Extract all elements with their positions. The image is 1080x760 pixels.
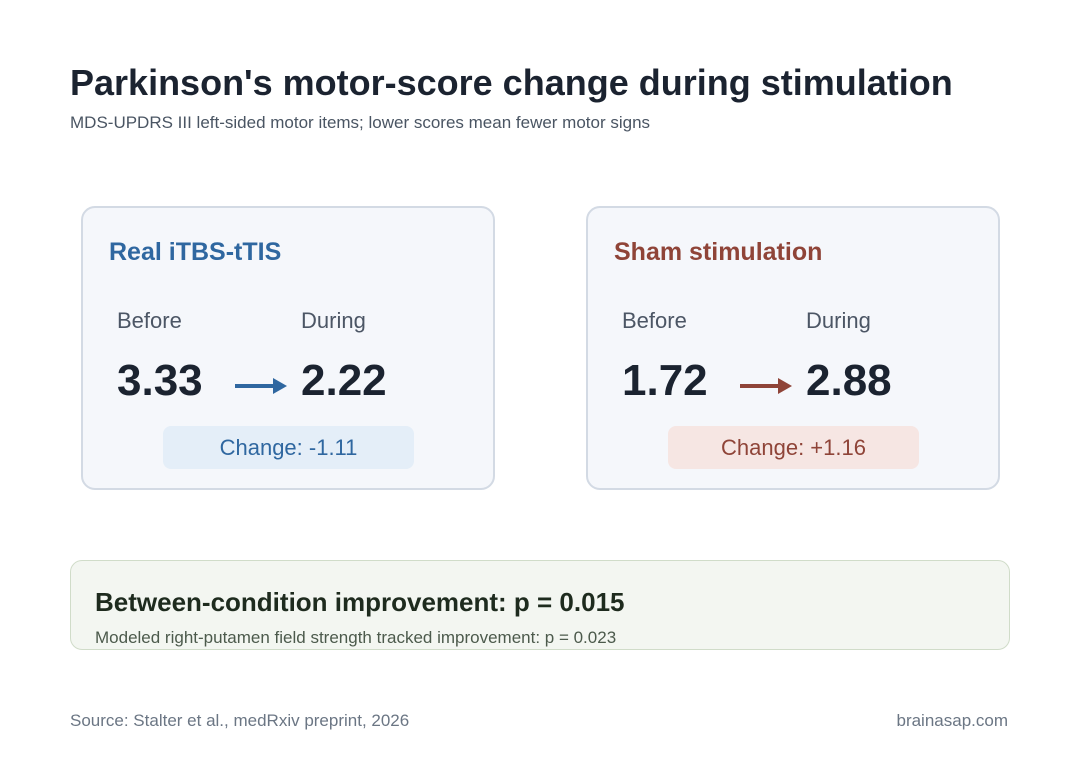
during-label: During — [301, 308, 366, 333]
change-badge: Change: +1.16 — [668, 426, 919, 469]
between-condition-statistic: Between-condition improvement: p = 0.015 — [95, 587, 625, 617]
during-value: 2.22 — [301, 356, 387, 405]
page-title: Parkinson's motor-score change during st… — [70, 62, 953, 103]
arrow-right-icon — [740, 378, 792, 394]
source-citation: Source: Stalter et al., medRxiv preprint… — [70, 711, 410, 730]
change-badge: Change: -1.11 — [163, 426, 414, 469]
arrow-right-icon — [235, 378, 287, 394]
before-value: 1.72 — [622, 356, 708, 405]
brand-link[interactable]: brainasap.com — [896, 711, 1008, 730]
before-label: Before — [622, 308, 687, 333]
field-strength-statistic: Modeled right-putamen field strength tra… — [95, 628, 617, 647]
during-value: 2.88 — [806, 356, 892, 405]
page-subtitle: MDS-UPDRS III left-sided motor items; lo… — [70, 113, 651, 132]
during-label: During — [806, 308, 871, 333]
sham-stimulation-card: Sham stimulation Before During 1.72 2.88… — [586, 206, 1000, 490]
statistics-box: Between-condition improvement: p = 0.015… — [70, 560, 1010, 650]
before-value: 3.33 — [117, 356, 203, 405]
real-stimulation-card: Real iTBS-tTIS Before During 3.33 2.22 C… — [81, 206, 495, 490]
card-title: Real iTBS-tTIS — [109, 238, 282, 266]
card-title: Sham stimulation — [614, 238, 823, 266]
before-label: Before — [117, 308, 182, 333]
